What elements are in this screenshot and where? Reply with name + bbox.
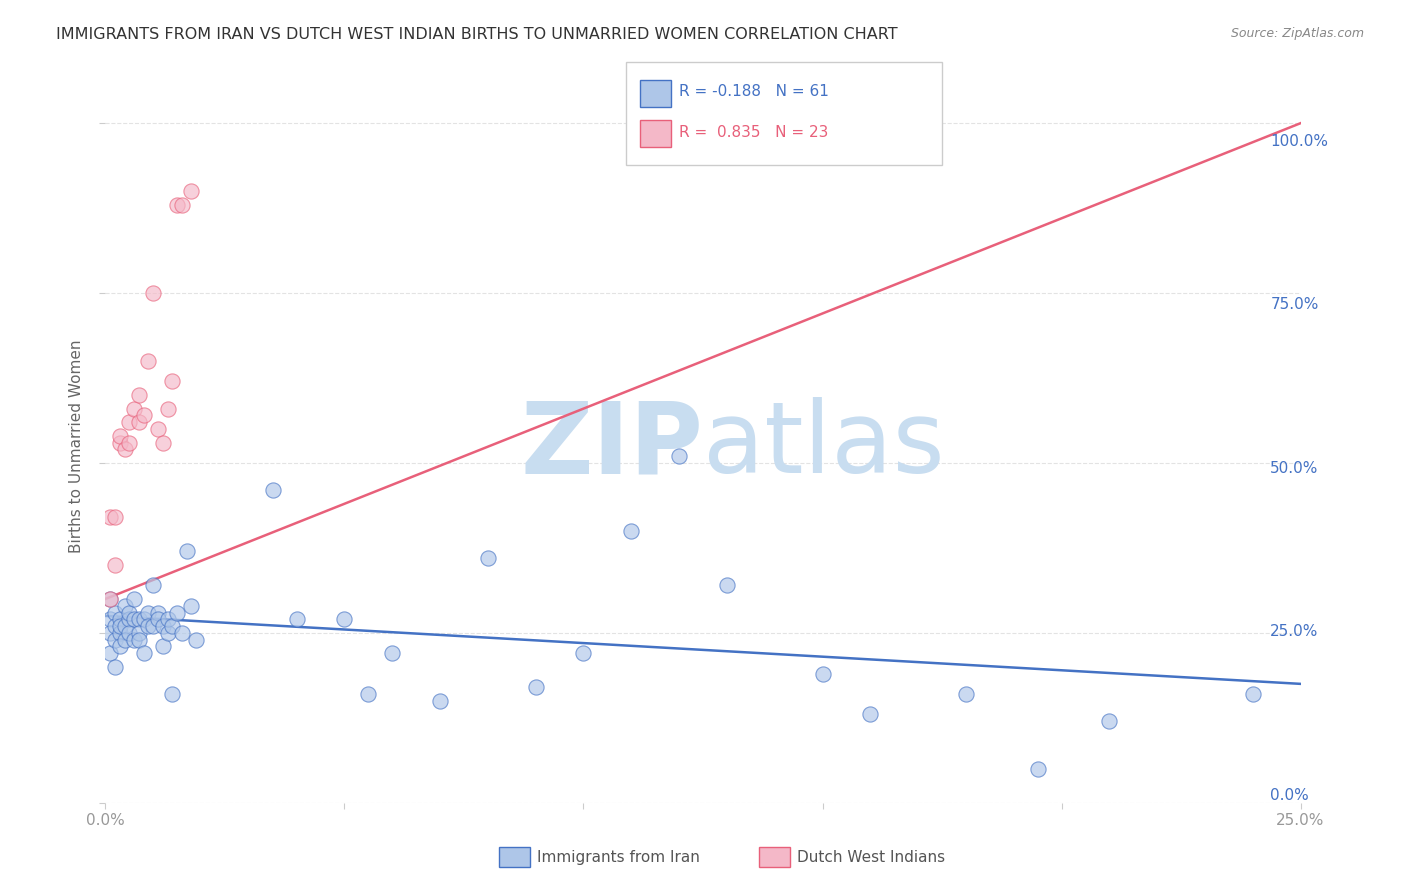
- Point: [731, 577, 754, 591]
- Point: [217, 636, 239, 650]
- Point: [169, 610, 191, 624]
- Point: [186, 610, 209, 624]
- Text: R =  0.835   N = 23: R = 0.835 N = 23: [679, 126, 828, 140]
- Point: [186, 624, 209, 638]
- Point: [204, 361, 226, 376]
- Point: [217, 440, 239, 454]
- Point: [191, 408, 214, 422]
- Point: [339, 610, 361, 624]
- Point: [217, 616, 239, 631]
- Y-axis label: Births to Unmarried Women: Births to Unmarried Women: [69, 343, 84, 558]
- Point: [235, 624, 257, 638]
- Point: [204, 604, 226, 618]
- Point: [221, 408, 243, 422]
- Point: [181, 597, 204, 611]
- Point: [247, 630, 270, 644]
- Point: [195, 394, 218, 409]
- Point: [208, 616, 231, 631]
- Point: [191, 630, 214, 644]
- Point: [243, 597, 266, 611]
- Point: [173, 616, 195, 631]
- Point: [470, 689, 492, 703]
- Point: [212, 427, 235, 442]
- Point: [173, 656, 195, 670]
- Point: [818, 663, 841, 677]
- Point: [186, 604, 209, 618]
- Point: [225, 381, 247, 395]
- Point: [195, 420, 218, 434]
- Point: [169, 624, 191, 638]
- Point: [557, 675, 579, 690]
- Text: ZIP: ZIP: [537, 402, 721, 499]
- Point: [200, 414, 222, 428]
- Point: [177, 434, 200, 448]
- Point: [426, 643, 449, 657]
- Point: [231, 211, 253, 226]
- Point: [177, 616, 200, 631]
- Point: [191, 591, 214, 605]
- Point: [169, 512, 191, 526]
- Point: [195, 624, 218, 638]
- Point: [235, 211, 257, 226]
- Point: [688, 453, 710, 467]
- Point: [191, 610, 214, 624]
- Point: [221, 624, 243, 638]
- Text: R = -0.188   N = 61: R = -0.188 N = 61: [679, 85, 830, 99]
- Point: [169, 643, 191, 657]
- Point: [177, 624, 200, 638]
- Point: [318, 486, 340, 500]
- Point: [644, 525, 666, 540]
- Point: [1211, 682, 1233, 697]
- Text: Immigrants from Iran: Immigrants from Iran: [537, 850, 700, 864]
- Point: [173, 604, 195, 618]
- Point: [243, 198, 266, 212]
- Point: [225, 616, 247, 631]
- Point: [600, 643, 623, 657]
- Point: [177, 440, 200, 454]
- Point: [208, 577, 231, 591]
- Text: IMMIGRANTS FROM IRAN VS DUTCH WEST INDIAN BIRTHS TO UNMARRIED WOMEN CORRELATION : IMMIGRANTS FROM IRAN VS DUTCH WEST INDIA…: [56, 27, 898, 42]
- Text: Dutch West Indians: Dutch West Indians: [797, 850, 945, 864]
- Point: [513, 551, 536, 566]
- Point: [1015, 754, 1038, 768]
- Point: [186, 440, 209, 454]
- Point: [181, 616, 204, 631]
- Point: [862, 702, 884, 716]
- Point: [212, 610, 235, 624]
- Point: [382, 610, 405, 624]
- Point: [688, 133, 710, 147]
- Point: [405, 682, 427, 697]
- Point: [173, 630, 195, 644]
- Point: [208, 296, 231, 310]
- Point: [231, 604, 253, 618]
- Point: [1080, 708, 1102, 723]
- Point: [177, 636, 200, 650]
- Point: [181, 447, 204, 461]
- Point: [169, 591, 191, 605]
- Point: [212, 604, 235, 618]
- Point: [195, 630, 218, 644]
- Point: [239, 545, 262, 559]
- Point: [181, 630, 204, 644]
- Point: [949, 682, 972, 697]
- Point: [221, 610, 243, 624]
- Point: [173, 512, 195, 526]
- Point: [169, 591, 191, 605]
- Point: [204, 616, 226, 631]
- Point: [200, 643, 222, 657]
- Text: Source: ZipAtlas.com: Source: ZipAtlas.com: [1230, 27, 1364, 40]
- Point: [186, 420, 209, 434]
- Text: atlas: atlas: [721, 402, 962, 499]
- Point: [200, 610, 222, 624]
- Point: [177, 610, 200, 624]
- Point: [225, 682, 247, 697]
- Point: [195, 610, 218, 624]
- Point: [173, 558, 195, 572]
